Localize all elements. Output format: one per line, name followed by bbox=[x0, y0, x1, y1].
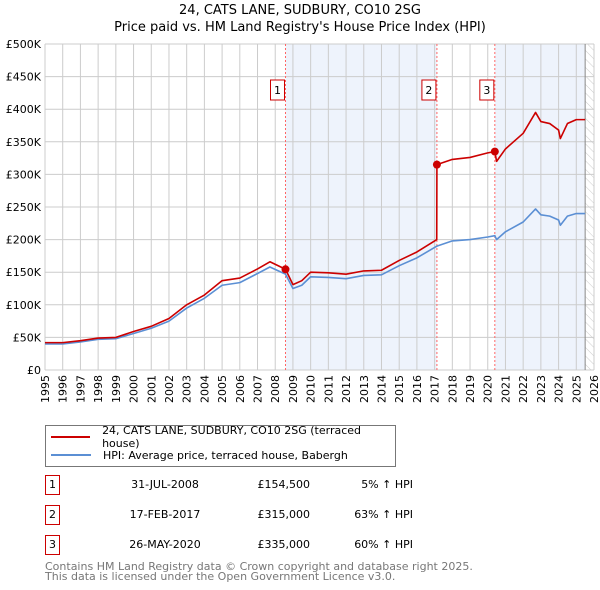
sale-date: 17-FEB-2017 bbox=[129, 508, 201, 521]
sale-label: 3 bbox=[483, 84, 490, 97]
x-tick-label: 2022 bbox=[517, 375, 530, 403]
sale-marker: 2 bbox=[45, 505, 60, 525]
sale-label-box bbox=[269, 79, 285, 101]
x-tick-label: 2005 bbox=[216, 375, 229, 403]
legend-label: HPI: Average price, terraced house, Babe… bbox=[103, 448, 348, 462]
sale-marker: 1 bbox=[45, 475, 60, 495]
sale-label-box bbox=[421, 79, 437, 101]
y-tick-label: £450K bbox=[6, 71, 42, 84]
x-tick-label: 1998 bbox=[92, 375, 105, 403]
sale-point bbox=[281, 265, 290, 274]
legend: 24, CATS LANE, SUDBURY, CO10 2SG (terrac… bbox=[45, 424, 396, 467]
legend-item-hpi: HPI: Average price, terraced house, Babe… bbox=[46, 447, 348, 463]
x-tick-label: 2010 bbox=[305, 375, 318, 403]
y-tick-label: £250K bbox=[6, 201, 42, 214]
x-tick-label: 2026 bbox=[588, 375, 600, 403]
x-tick-label: 2015 bbox=[393, 375, 406, 403]
sale-date: 26-MAY-2020 bbox=[129, 538, 201, 551]
x-tick-label: 2013 bbox=[358, 375, 371, 403]
x-tick-label: 2003 bbox=[181, 375, 194, 403]
sale-point bbox=[432, 160, 441, 169]
x-tick-label: 2014 bbox=[375, 375, 388, 403]
x-tick-label: 2006 bbox=[234, 375, 247, 403]
x-tick-label: 2007 bbox=[252, 375, 265, 403]
x-tick-label: 2021 bbox=[499, 375, 512, 403]
chart-subtitle: Price paid vs. HM Land Registry's House … bbox=[114, 20, 486, 35]
sale-hpi-diff: 60% ↑ HPI bbox=[354, 538, 413, 551]
price-chart: 1995 1996 1997 1998 1999 2000 2001 2002 2003 2004… bbox=[6, 38, 600, 403]
x-tick-label: 2018 bbox=[446, 375, 459, 403]
x-tick-label: 2011 bbox=[322, 375, 335, 403]
x-tick-label: 2004 bbox=[198, 375, 211, 403]
x-tick-label: 1997 bbox=[74, 375, 87, 403]
x-tick-label: 1999 bbox=[110, 375, 123, 403]
sale-hpi-diff: 5% ↑ HPI bbox=[361, 478, 413, 491]
sale-price: £335,000 bbox=[257, 538, 311, 551]
footer-copyright: Contains HM Land Registry data © Crown c… bbox=[45, 560, 473, 573]
sale-point bbox=[490, 147, 499, 156]
legend-label: 24, CATS LANE, SUDBURY, CO10 2SG (terrac… bbox=[102, 424, 362, 450]
footer-licence: This data is licensed under the Open Gov… bbox=[45, 570, 396, 583]
property-price-line bbox=[45, 111, 586, 344]
x-tick-label: 1996 bbox=[57, 375, 70, 403]
x-tick-label: 1995 bbox=[39, 375, 52, 403]
y-tick-label: £300K bbox=[6, 168, 42, 181]
legend-item-property: 24, CATS LANE, SUDBURY, CO10 2SG (terrac… bbox=[46, 424, 395, 450]
x-tick-label: 2017 bbox=[429, 375, 442, 403]
x-tick-label: 2009 bbox=[287, 375, 300, 403]
x-tick-label: 2016 bbox=[411, 375, 424, 403]
sale-label-box bbox=[479, 79, 495, 101]
x-tick-label: 2002 bbox=[163, 375, 176, 403]
y-tick-label: £200K bbox=[6, 234, 42, 247]
sale-label: 2 bbox=[425, 84, 432, 97]
sale-price: £154,500 bbox=[257, 478, 311, 491]
x-tick-label: 2008 bbox=[269, 375, 282, 403]
x-tick-label: 2001 bbox=[145, 375, 158, 403]
y-tick-label: £350K bbox=[6, 136, 42, 149]
x-tick-label: 2000 bbox=[128, 375, 141, 403]
y-tick-label: £150K bbox=[6, 266, 42, 279]
sale-row: 3 26-MAY-2020 £335,000 60% ↑ HPI bbox=[45, 535, 445, 555]
sale-price: £315,000 bbox=[257, 508, 311, 521]
x-tick-label: 2023 bbox=[535, 375, 548, 403]
sale-row: 2 17-FEB-2017 £315,000 63% ↑ HPI bbox=[45, 505, 445, 525]
sale-hpi-diff: 63% ↑ HPI bbox=[354, 508, 413, 521]
y-tick-label: £100K bbox=[6, 299, 42, 312]
sale-marker: 3 bbox=[45, 535, 60, 555]
y-tick-label: £500K bbox=[6, 38, 42, 51]
legend-blue-line bbox=[51, 454, 91, 456]
x-tick-label: 2024 bbox=[553, 375, 566, 403]
hpi-line bbox=[45, 208, 586, 345]
x-tick-label: 2020 bbox=[482, 375, 495, 403]
x-tick-label: 2019 bbox=[464, 375, 477, 403]
sale-date: 31-JUL-2008 bbox=[131, 478, 199, 491]
chart-title: 24, CATS LANE, SUDBURY, CO10 2SG bbox=[179, 3, 421, 18]
legend-red-line bbox=[51, 436, 91, 438]
sale-label: 1 bbox=[274, 84, 281, 97]
y-tick-label: £400K bbox=[6, 103, 42, 116]
y-tick-label: £50K bbox=[13, 331, 42, 344]
x-tick-label: 2025 bbox=[570, 375, 583, 403]
x-tick-label: 2012 bbox=[340, 375, 353, 403]
sale-row: 1 31-JUL-2008 £154,500 5% ↑ HPI bbox=[45, 475, 445, 495]
y-tick-label: £0 bbox=[27, 364, 41, 377]
